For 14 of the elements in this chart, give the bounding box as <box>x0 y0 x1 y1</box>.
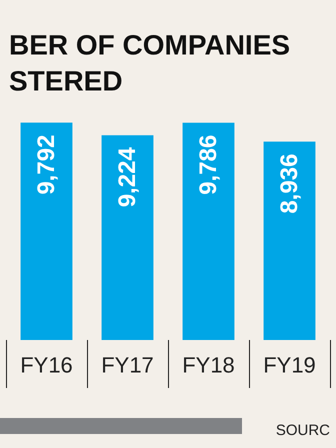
x-tick-label: FY17 <box>101 352 154 378</box>
data-label: 9,224 <box>114 146 141 208</box>
bar <box>182 122 234 340</box>
data-label: 8,936 <box>276 154 303 214</box>
x-tick-label: FY18 <box>182 352 235 378</box>
bar <box>102 135 154 340</box>
bar <box>20 122 72 340</box>
text: SOURC <box>276 422 330 439</box>
data-label: 9,786 <box>195 134 222 195</box>
x-tick-label: FY16 <box>20 352 73 378</box>
chart-title: BER OF COMPANIES STERED <box>9 30 290 96</box>
x-tick-label: FY19 <box>263 352 316 378</box>
data-label: 9,792 <box>33 134 60 195</box>
bar <box>264 142 316 340</box>
